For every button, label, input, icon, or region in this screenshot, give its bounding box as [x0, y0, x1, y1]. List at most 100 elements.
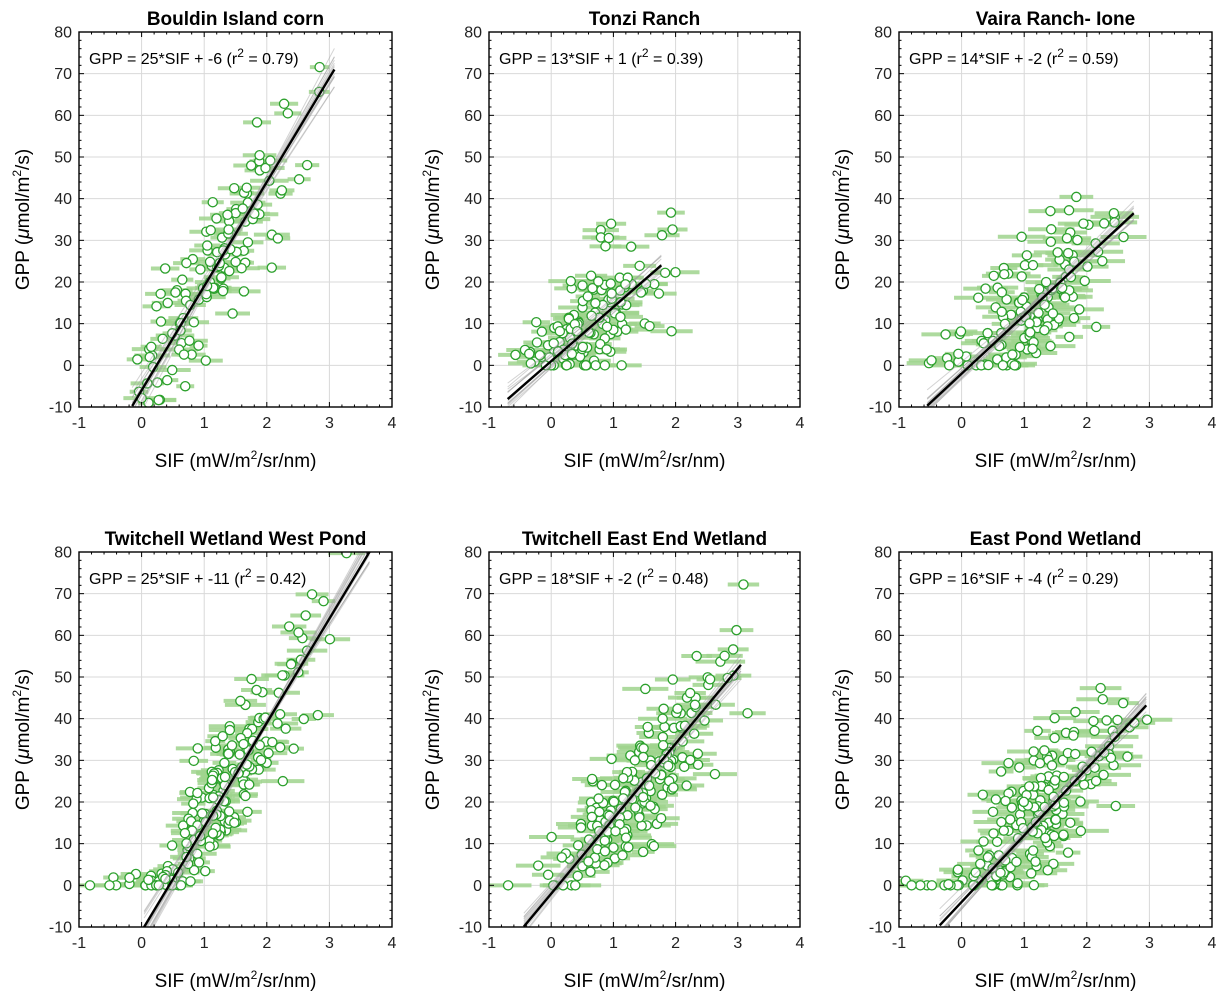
data-point	[635, 287, 647, 298]
data-point	[98, 408, 107, 417]
y-tick-label: 20	[874, 795, 892, 812]
y-tick-label: 30	[464, 233, 482, 250]
data-point	[216, 272, 227, 283]
data-point	[242, 237, 254, 248]
axes-box	[488, 31, 801, 408]
y-tick-label: 80	[874, 25, 892, 42]
x-tick-label: 3	[325, 415, 334, 432]
data-point	[181, 257, 192, 269]
data-point	[278, 98, 290, 110]
y-axis-label-mu: μ	[423, 748, 444, 760]
data-point	[943, 879, 954, 890]
data-point	[1045, 205, 1056, 217]
data-point	[121, 471, 130, 480]
y-tick-label: 40	[54, 191, 72, 208]
y-tick-label: 60	[874, 108, 892, 125]
data-point	[1068, 730, 1079, 741]
data-point	[224, 724, 236, 736]
data-point	[1091, 321, 1102, 333]
data-point	[638, 743, 649, 754]
data-point	[575, 822, 587, 833]
regression-line	[131, 68, 336, 407]
data-point	[646, 759, 657, 771]
equation-superscript: 2	[647, 566, 654, 580]
y-tick-label: 50	[54, 670, 72, 687]
data-point	[678, 761, 690, 773]
bootstrap-fit-line	[929, 219, 1135, 407]
data-point	[667, 674, 679, 685]
y-tick-label: 30	[874, 233, 892, 250]
data-point	[642, 721, 653, 733]
data-point	[152, 377, 163, 388]
x-tick-label: 3	[325, 935, 334, 952]
x-tick-label: -1	[72, 415, 86, 432]
data-point	[982, 852, 994, 863]
axes-box	[78, 551, 393, 928]
bootstrap-fit-line	[149, 552, 367, 927]
data-point	[219, 757, 230, 769]
data-point	[306, 589, 318, 600]
data-point	[207, 828, 219, 839]
data-point	[1141, 714, 1153, 725]
y-tick-label: 20	[54, 795, 72, 812]
data-point	[151, 301, 162, 312]
x-axis-label-superscript: 2	[660, 968, 667, 982]
data-point	[975, 858, 986, 870]
data-point	[242, 806, 253, 818]
data-point	[188, 317, 200, 328]
x-tick-label: 3	[1145, 935, 1154, 952]
data-point	[1017, 294, 1028, 306]
data-point	[1011, 856, 1022, 868]
equation-superscript: 2	[642, 46, 649, 60]
x-tick-label: 2	[1082, 415, 1091, 432]
data-point	[608, 796, 620, 808]
y-tick-label: 50	[874, 150, 892, 167]
equation-text: GPP = 25*SIF + -11 (r	[89, 571, 246, 588]
data-point	[1117, 697, 1129, 709]
y-tick-label: 40	[464, 191, 482, 208]
y-tick-label: 0	[63, 358, 72, 375]
data-point	[144, 351, 156, 363]
bootstrap-fit-line	[131, 86, 335, 398]
data-point	[263, 747, 274, 759]
data-point	[605, 218, 617, 229]
panel-title: Vaira Ranch- Ione	[976, 9, 1135, 30]
data-point	[217, 730, 228, 742]
x-axis-label-tail: /sr/nm)	[257, 971, 316, 992]
data-point	[1027, 259, 1039, 271]
data-point	[1086, 746, 1097, 758]
y-axis-label: GPP (μmol/m2/s)	[420, 669, 444, 810]
y-tick-label: 50	[874, 670, 892, 687]
data-point	[610, 826, 621, 837]
data-point	[128, 430, 137, 439]
data-point	[977, 789, 989, 800]
x-tick-label: 4	[388, 415, 397, 432]
data-point	[988, 270, 1000, 282]
y-axis-label-mu: μ	[13, 228, 34, 240]
regression-line	[522, 664, 742, 927]
x-tick-label: 2	[262, 415, 271, 432]
data-point	[1039, 299, 1050, 311]
data-point	[105, 465, 114, 474]
bootstrap-fit-line	[931, 219, 1135, 407]
data-point	[227, 308, 238, 319]
data-point	[153, 880, 165, 891]
y-axis-label: GPP (μmol/m2/s)	[10, 669, 34, 810]
y-tick-label: 0	[883, 878, 892, 895]
data-point	[251, 684, 262, 696]
x-axis-label-text: SIF (mW/m	[564, 971, 660, 992]
data-point	[1027, 343, 1038, 354]
x-tick-label: 2	[671, 935, 680, 952]
data-point	[200, 355, 212, 366]
y-tick-label: 30	[874, 753, 892, 770]
data-point	[571, 325, 583, 337]
y-tick-label: 50	[54, 150, 72, 167]
x-axis-label-superscript: 2	[251, 968, 258, 982]
plot-content	[79, 552, 371, 927]
x-tick-label: 0	[957, 415, 966, 432]
x-axis-label-superscript: 2	[660, 448, 667, 462]
data-point	[665, 207, 677, 218]
data-point	[1108, 207, 1120, 219]
x-tick-label: -1	[892, 415, 906, 432]
data-point	[586, 773, 598, 785]
